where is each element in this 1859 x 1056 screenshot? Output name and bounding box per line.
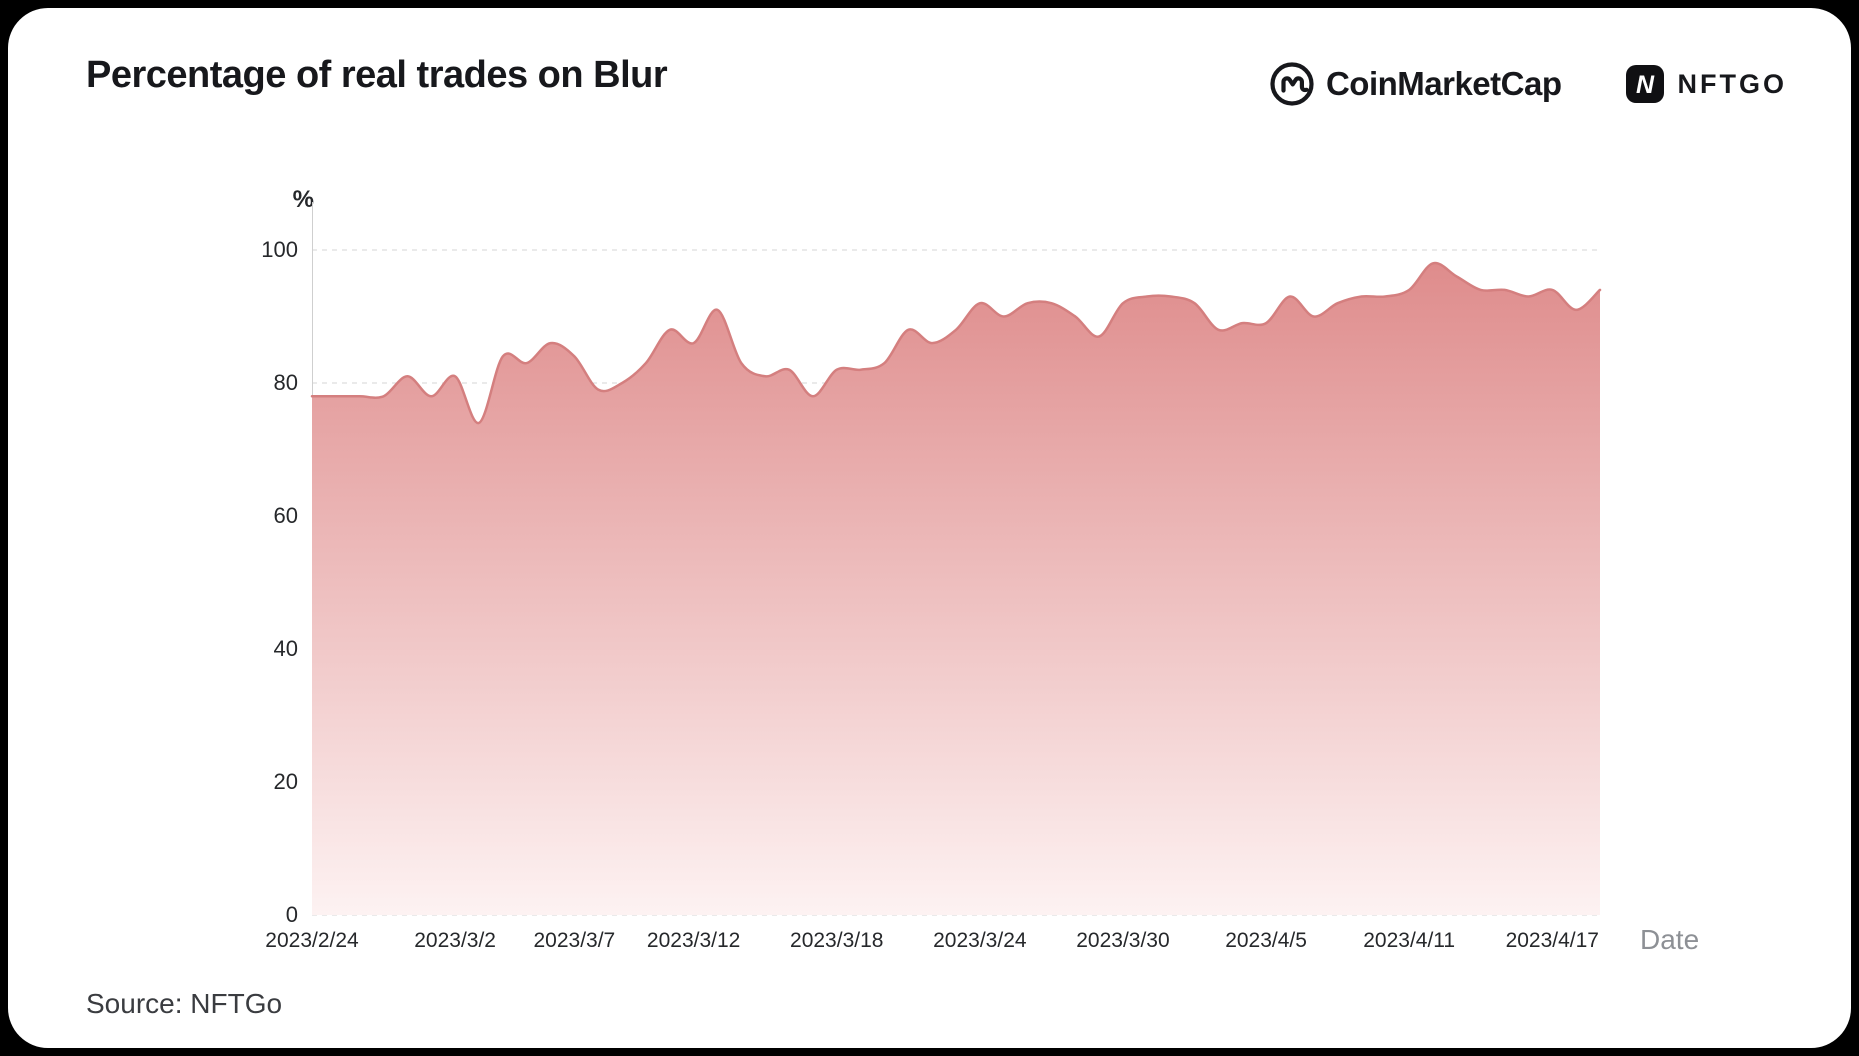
x-tick-label-0: 2023/2/24 bbox=[265, 929, 359, 952]
brand-logos: CoinMarketCap N NFTGO bbox=[1269, 58, 1787, 110]
y-tick-label-80: 80 bbox=[273, 370, 298, 395]
source-note: Source: NFTGo bbox=[86, 988, 283, 1019]
coinmarketcap-logo: CoinMarketCap bbox=[1269, 61, 1562, 107]
y-tick-label-40: 40 bbox=[273, 636, 298, 661]
y-tick-label-20: 20 bbox=[273, 769, 298, 794]
x-axis-label: Date bbox=[1640, 924, 1700, 955]
x-tick-label-9: 2023/4/17 bbox=[1505, 929, 1599, 952]
area-chart bbox=[310, 202, 1602, 916]
line-series bbox=[310, 261, 1602, 425]
nftgo-icon: N bbox=[1625, 65, 1664, 103]
nftgo-wordmark: NFTGO bbox=[1677, 68, 1787, 99]
x-tick-label-7: 2023/4/5 bbox=[1225, 929, 1307, 952]
x-tick-label-4: 2023/3/18 bbox=[790, 929, 884, 952]
coinmarketcap-icon bbox=[1270, 62, 1314, 106]
x-tick-label-5: 2023/3/24 bbox=[933, 929, 1027, 952]
y-tick-label-0: 0 bbox=[285, 902, 298, 927]
y-axis-label: % bbox=[292, 186, 314, 213]
plot-area bbox=[310, 202, 1602, 916]
nftgo-logo: N NFTGO bbox=[1624, 63, 1788, 105]
x-tick-label-8: 2023/4/11 bbox=[1363, 929, 1456, 952]
x-tick-label-3: 2023/3/12 bbox=[646, 929, 741, 952]
page-title: Percentage of real trades on Blur bbox=[86, 54, 668, 96]
x-tick-label-2: 2023/3/7 bbox=[533, 929, 616, 952]
chart-card: Percentage of real trades on Blur CoinMa… bbox=[8, 8, 1851, 1048]
x-tick-label-1: 2023/3/2 bbox=[414, 929, 496, 952]
area-series-fill bbox=[312, 263, 1600, 916]
y-tick-label-60: 60 bbox=[273, 503, 298, 528]
x-tick-label-6: 2023/3/30 bbox=[1076, 929, 1170, 952]
coinmarketcap-wordmark: CoinMarketCap bbox=[1325, 65, 1562, 102]
y-tick-label-100: 100 bbox=[261, 237, 298, 262]
nftgo-icon-letter: N bbox=[1635, 71, 1654, 99]
